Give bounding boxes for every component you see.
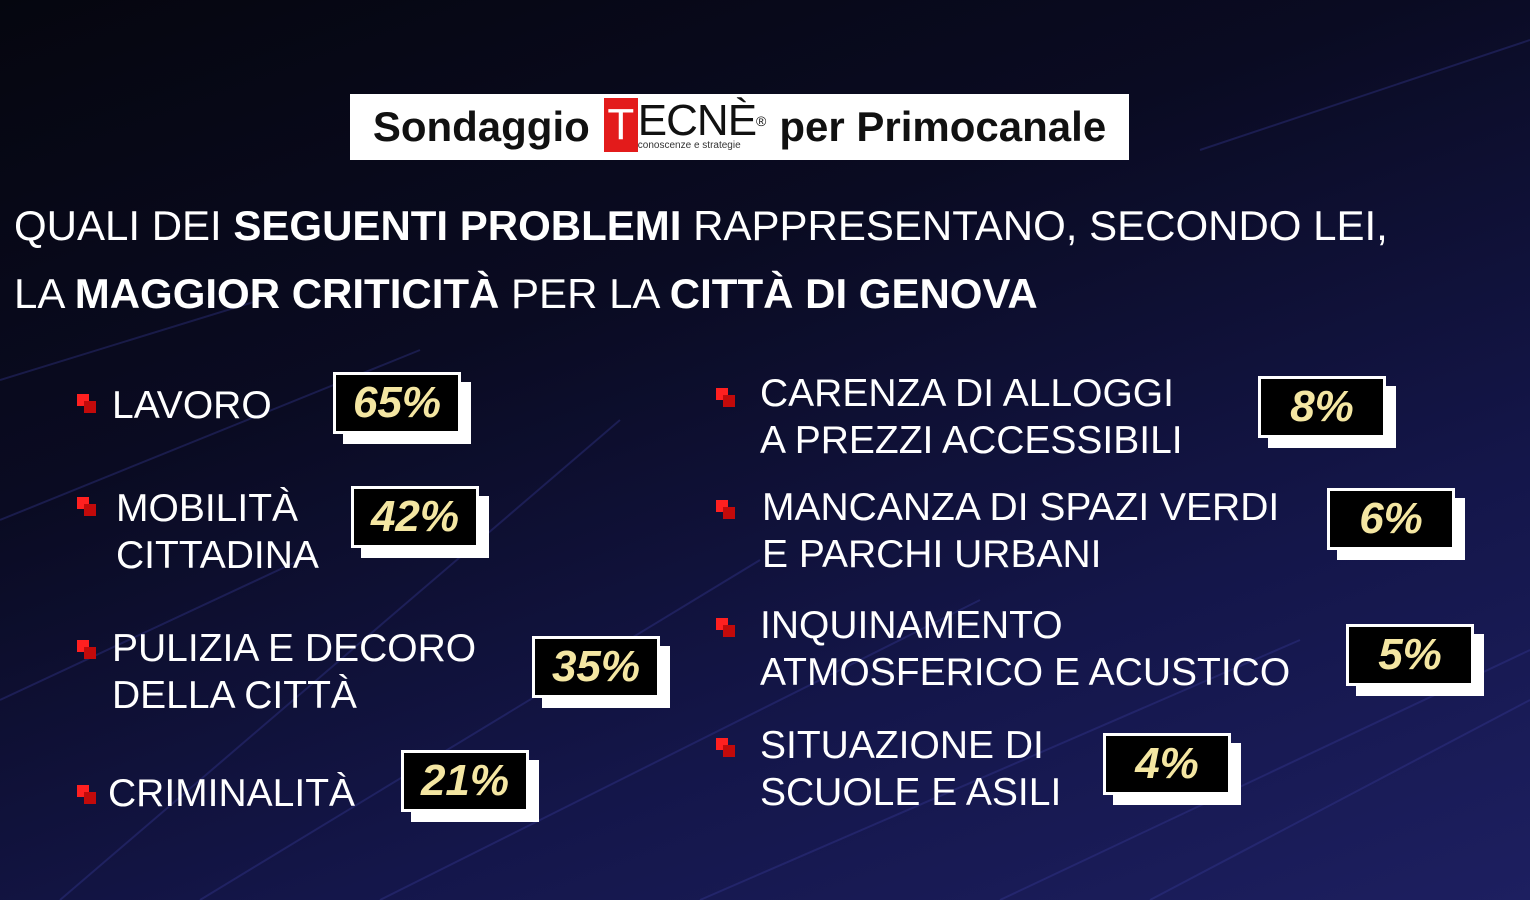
banner-suffix: per Primocanale <box>779 103 1107 150</box>
logo-letter: T <box>603 98 638 152</box>
result-label: MOBILITÀ CITTADINA <box>116 487 319 577</box>
question-part-3: LA <box>14 270 75 317</box>
red-bullet-icon <box>716 500 736 520</box>
red-bullet-icon <box>716 738 736 758</box>
percentage-box: 6% <box>1327 488 1465 560</box>
question-bold-2: MAGGIOR CRITICITÀ <box>74 270 500 317</box>
result-label: CARENZA DI ALLOGGI A PREZZI ACCESSIBILI <box>760 372 1183 462</box>
logo-text: ECNÈ <box>637 96 757 145</box>
result-label: LAVORO <box>112 384 272 427</box>
red-bullet-icon <box>77 640 97 660</box>
survey-question: QUALI DEI SEGUENTI PROBLEMI RAPPRESENTAN… <box>14 192 1514 328</box>
red-bullet-icon <box>77 785 97 805</box>
question-part-2: RAPPRESENTANO, SECONDO LEI, <box>681 202 1388 249</box>
result-label: MANCANZA DI SPAZI VERDI E PARCHI URBANI <box>762 486 1280 576</box>
question-part-1: QUALI DEI <box>14 202 234 249</box>
percentage-box: 5% <box>1346 624 1484 696</box>
question-bold-1: SEGUENTI PROBLEMI <box>233 202 682 249</box>
red-bullet-icon <box>77 497 97 517</box>
percentage-box: 21% <box>401 750 539 822</box>
percentage-box: 8% <box>1258 376 1396 448</box>
logo-registered: ® <box>756 113 766 129</box>
result-label: INQUINAMENTO ATMOSFERICO E ACUSTICO <box>760 604 1291 694</box>
tecne-logo: T ECNÈ® conoscenze e strategie <box>603 96 766 156</box>
percentage-box: 42% <box>351 486 489 558</box>
percentage-box: 65% <box>333 372 471 444</box>
banner-prefix: Sondaggio <box>372 103 590 150</box>
logo-tagline: conoscenze e strategie <box>637 140 741 151</box>
poll-banner: Sondaggio T ECNÈ® conoscenze e strategie… <box>350 94 1129 160</box>
question-part-4: PER LA <box>499 270 670 317</box>
red-bullet-icon <box>77 394 97 414</box>
red-bullet-icon <box>716 388 736 408</box>
percentage-box: 35% <box>532 636 670 708</box>
red-bullet-icon <box>716 618 736 638</box>
result-label: SITUAZIONE DI SCUOLE E ASILI <box>760 724 1062 814</box>
percentage-box: 4% <box>1103 733 1241 805</box>
question-bold-3: CITTÀ DI GENOVA <box>669 270 1038 317</box>
result-label: PULIZIA E DECORO DELLA CITTÀ <box>112 627 477 717</box>
result-label: CRIMINALITÀ <box>108 772 356 815</box>
